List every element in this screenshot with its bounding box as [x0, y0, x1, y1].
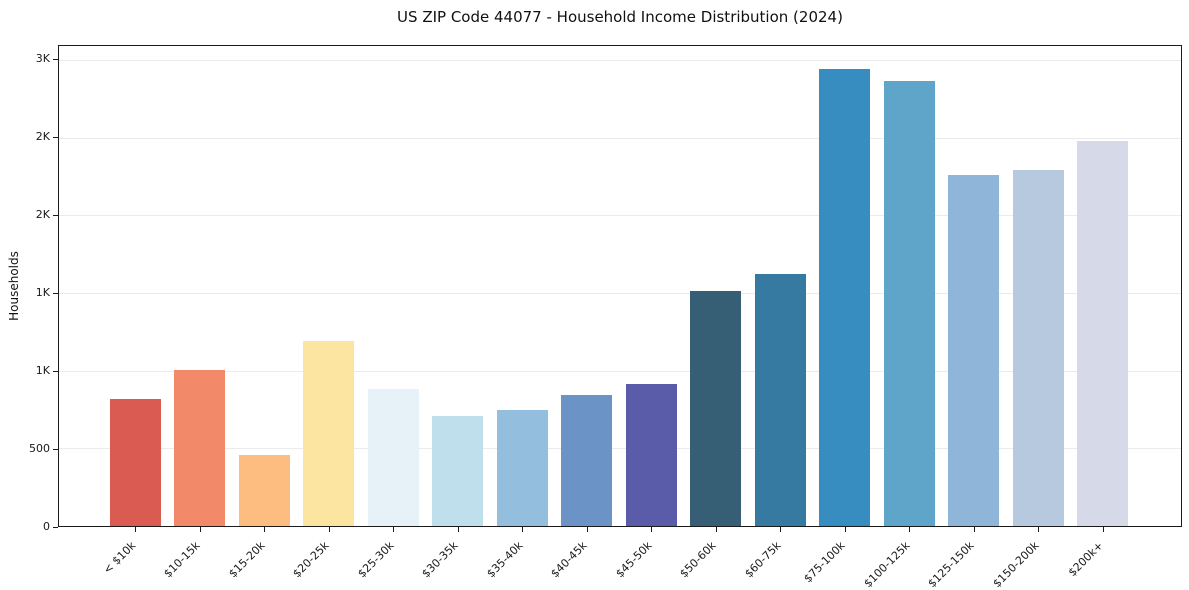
bar-35-40k [496, 410, 548, 526]
y-tick-mark [53, 293, 58, 295]
bar-50-60k [690, 290, 741, 526]
bar-150-200k [1012, 169, 1064, 526]
bar-25-30k [367, 388, 419, 526]
x-tick-label-125-150k: $125-150k [925, 539, 977, 590]
bar-10k [109, 399, 161, 526]
x-tick-label-25-30k: $25-30k [354, 539, 397, 581]
y-tick-mark [53, 59, 58, 61]
x-tick-mark [651, 527, 652, 532]
x-tick-label-75-100k: $75-100k [801, 539, 848, 586]
x-tick-label-200k: $200k+ [1065, 539, 1106, 580]
x-tick-mark [135, 527, 136, 532]
x-tick-mark [199, 527, 201, 532]
y-tick-mark [53, 527, 58, 528]
x-tick-mark [522, 527, 523, 532]
x-tick-mark [1038, 527, 1039, 532]
gridline-500 [59, 448, 1181, 450]
x-tick-label-35-40k: $35-40k [483, 539, 526, 581]
gridline-2500 [59, 137, 1181, 139]
x-tick-mark [586, 527, 588, 532]
x-tick-mark [264, 527, 265, 532]
x-tick-label-60-75k: $60-75k [741, 539, 784, 581]
gridline-1000 [59, 370, 1181, 372]
bar-60-75k [754, 273, 806, 526]
bar-10-15k [174, 369, 225, 526]
gridline-2000 [59, 215, 1181, 217]
gridline-1500 [59, 292, 1181, 294]
x-tick-label-150-200k: $150-200k [990, 539, 1042, 590]
y-tick-label: 1K [35, 364, 50, 377]
x-tick-mark [393, 527, 394, 532]
y-tick-label: 2K [35, 130, 50, 144]
bar-15-20k [238, 455, 290, 526]
x-tick-label-45-50k: $45-50k [612, 539, 655, 581]
bar-30-35k [432, 415, 483, 526]
y-tick-label: 500 [29, 442, 50, 455]
chart-title: US ZIP Code 44077 - Household Income Dis… [397, 8, 843, 26]
x-tick-label-100-125k: $100-125k [861, 539, 913, 590]
y-tick-mark [53, 137, 58, 139]
bar-45-50k [625, 383, 677, 526]
gridline-3000 [59, 59, 1181, 61]
y-tick-mark [53, 449, 58, 450]
y-tick-mark [53, 215, 58, 217]
x-tick-label-10-15k: $10-15k [161, 539, 203, 581]
y-tick-label: 0 [43, 520, 50, 533]
bar-40-45k [561, 394, 612, 526]
y-tick-mark [53, 371, 58, 372]
y-tick-label: 2K [35, 208, 50, 222]
x-tick-label-20-25k: $20-25k [290, 539, 332, 581]
x-tick-label-15-20k: $15-20k [225, 539, 268, 581]
bar-20-25k [303, 341, 354, 526]
x-tick-label-10k: < $10k [100, 539, 139, 577]
x-tick-mark [457, 527, 459, 532]
x-tick-label-30-35k: $30-35k [419, 539, 461, 581]
bar-125-150k [948, 174, 999, 526]
x-tick-mark [909, 527, 910, 532]
x-tick-mark [715, 527, 717, 532]
y-tick-label: 1K [35, 286, 50, 300]
x-tick-mark [780, 527, 781, 532]
x-tick-mark [844, 527, 846, 532]
x-tick-mark [973, 527, 975, 532]
x-tick-mark [1102, 527, 1104, 532]
y-tick-label: 3K [35, 52, 50, 66]
x-tick-label-50-60k: $50-60k [677, 539, 719, 581]
bar-75-100k [819, 69, 870, 526]
x-tick-mark [328, 527, 330, 532]
plot-area [58, 45, 1182, 527]
x-tick-label-40-45k: $40-45k [548, 539, 590, 581]
bar-100-125k [883, 80, 935, 526]
bar-200k [1077, 140, 1128, 526]
